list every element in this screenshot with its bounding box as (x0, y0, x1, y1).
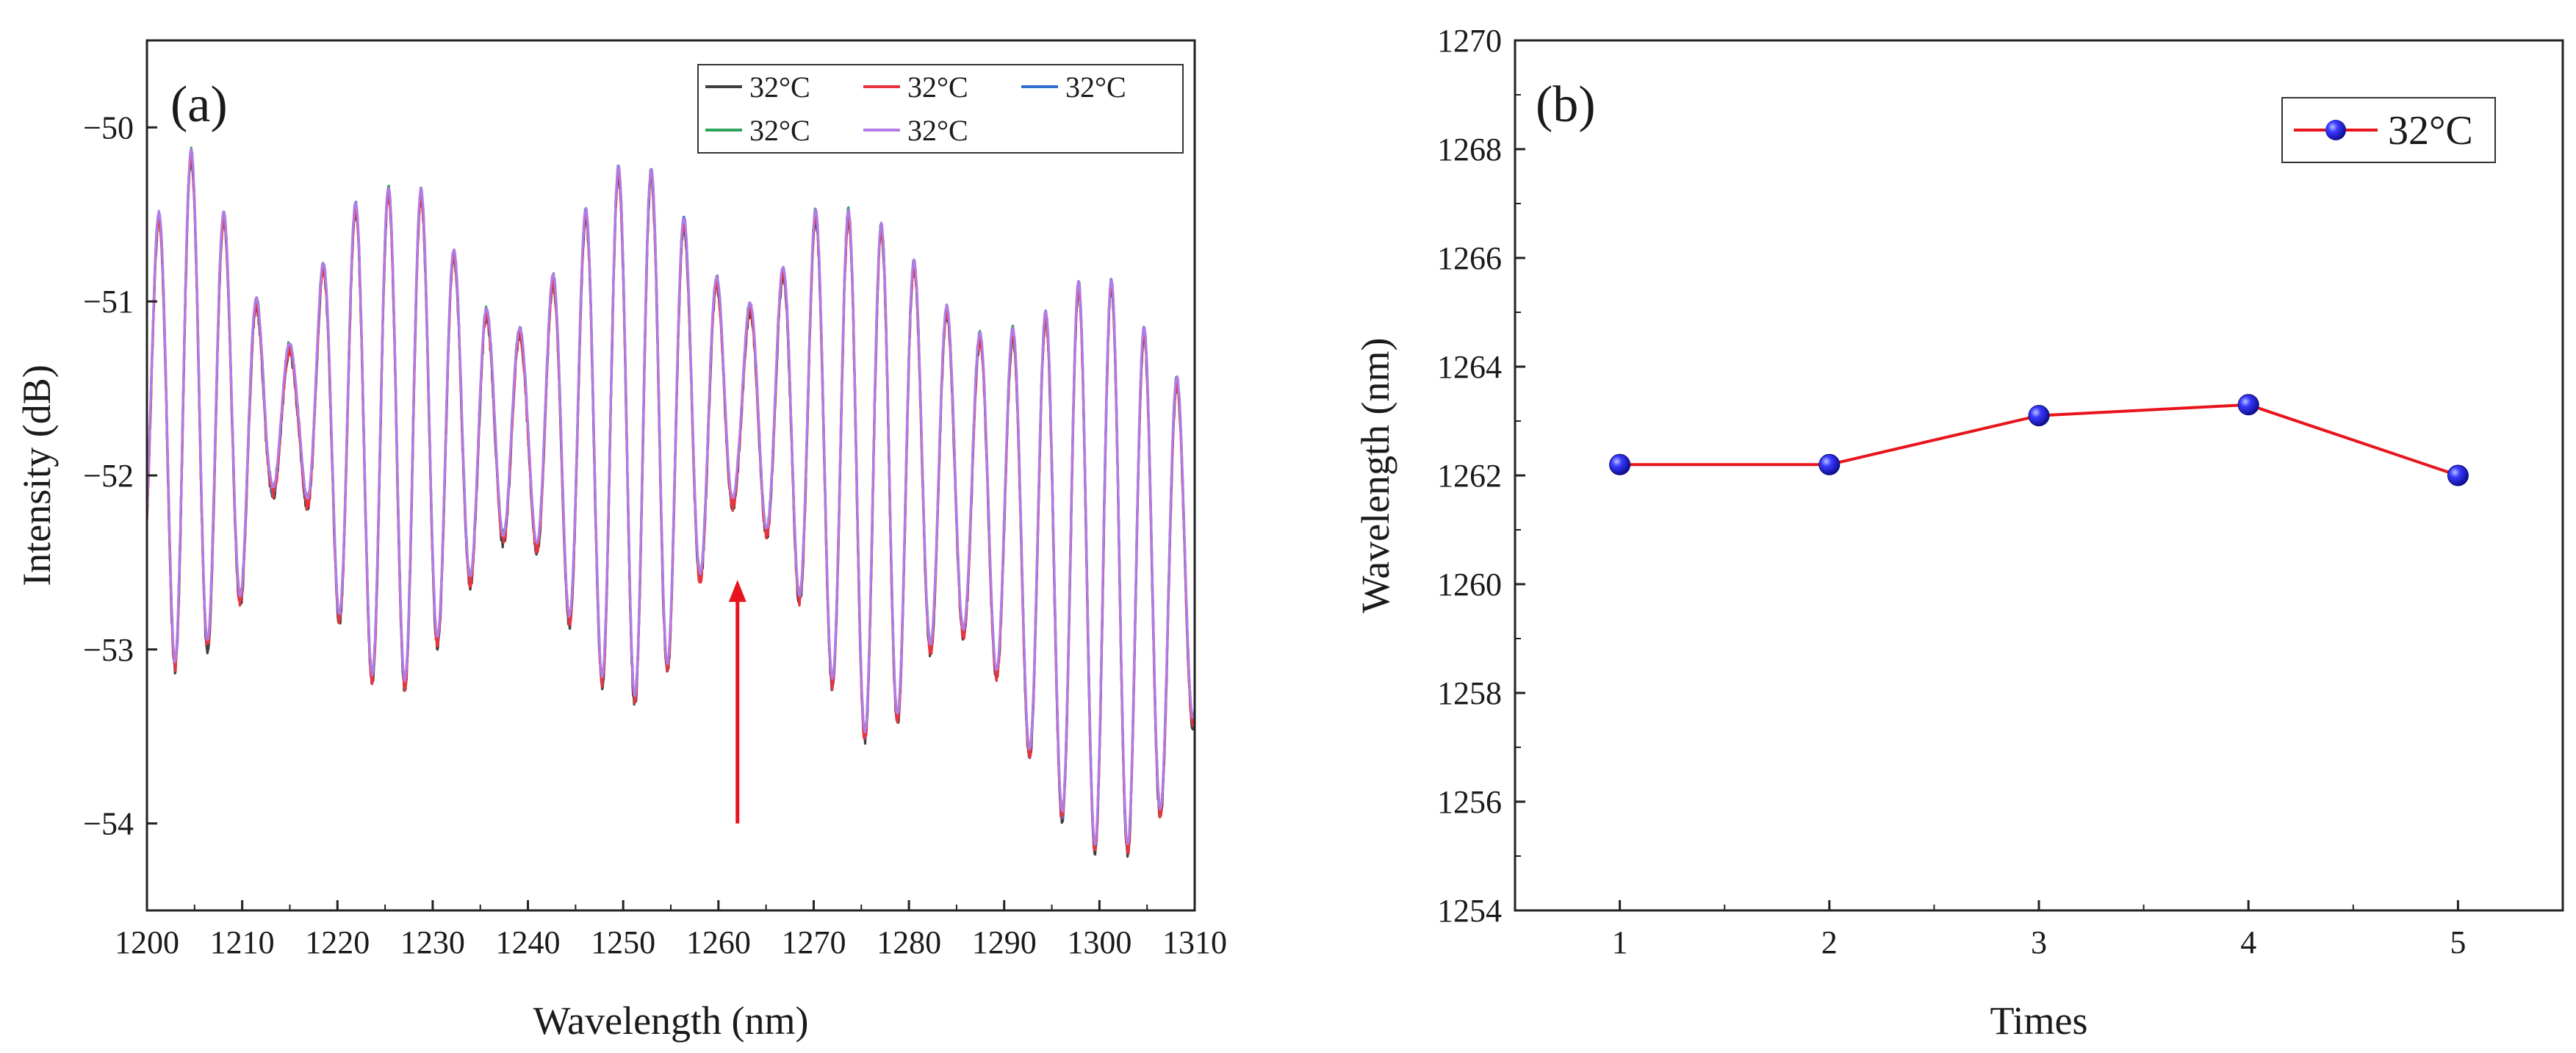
y-tick-label-b: 1266 (1437, 240, 1502, 276)
x-tick-label-a: 1220 (305, 924, 370, 960)
x-tick-label-a: 1290 (972, 924, 1037, 960)
y-tick-label-b: 1256 (1437, 784, 1502, 820)
x-tick-label-a: 1260 (686, 924, 751, 960)
legend-entry-4: 32°C (749, 114, 810, 147)
data-point (2447, 464, 2469, 486)
axis-ticks-a: 1200 1210 1220 1230 1240 1250 1260 1270 1280 1290… (83, 109, 1227, 960)
x-tick-label-a: 1250 (591, 924, 655, 960)
y-tick-label-a: −54 (83, 806, 134, 842)
panel-label-a: (a) (170, 76, 228, 133)
y-tick-label-b: 1270 (1437, 23, 1502, 59)
legend-entry-b: 32°C (2388, 108, 2473, 154)
x-axis-label-b: Times (1990, 999, 2087, 1043)
red-arrow-annotation (728, 580, 746, 824)
y-tick-label-b: 1260 (1437, 567, 1502, 603)
y-tick-label-b: 1258 (1437, 675, 1502, 711)
x-tick-label-b: 4 (2240, 924, 2256, 960)
y-tick-label-b: 1268 (1437, 132, 1502, 168)
x-tick-label-a: 1310 (1162, 924, 1227, 960)
x-tick-label-a: 1200 (115, 924, 179, 960)
data-point (2237, 394, 2259, 416)
y-tick-label-a: −51 (83, 284, 134, 320)
legend-entry-5: 32°C (907, 114, 968, 147)
axis-ticks-b: 1 2 3 4 5 1254 1256 1258 1260 1262 1264 1266 1268 127… (1437, 23, 2466, 960)
panel-b: 1 2 3 4 5 1254 1256 1258 1260 1262 1264 1266 1268 127… (1353, 23, 2564, 1043)
x-tick-label-a: 1210 (210, 924, 275, 960)
spectrum-series-line (147, 148, 1195, 846)
y-tick-label-a: −53 (83, 632, 134, 668)
x-tick-label-a: 1240 (496, 924, 561, 960)
x-tick-label-b: 2 (1821, 924, 1838, 960)
plot-frame-b (1514, 39, 2564, 912)
y-tick-label-b: 1262 (1437, 458, 1502, 494)
panel-a: 1200 1210 1220 1230 1240 1250 1260 1270 1280 1290… (15, 39, 1227, 1043)
legend-a: 32°C 32°C 32°C 32°C 32°C (697, 64, 1184, 154)
legend-b: 32°C (2281, 97, 2496, 163)
legend-box-a (697, 64, 1184, 154)
data-point (1609, 453, 1631, 475)
legend-swatch-marker (2325, 120, 2346, 140)
panel-label-b: (b) (1536, 76, 1596, 133)
y-tick-label-a: −50 (83, 109, 134, 145)
x-tick-label-a: 1230 (400, 924, 465, 960)
data-point (1818, 453, 1841, 475)
x-tick-label-b: 3 (2031, 924, 2047, 960)
y-tick-label-b: 1254 (1437, 893, 1502, 929)
x-tick-label-a: 1270 (781, 924, 846, 960)
x-tick-label-b: 5 (2450, 924, 2466, 960)
legend-entry-3: 32°C (1065, 71, 1126, 104)
x-axis-label-a: Wavelength (nm) (533, 999, 808, 1043)
spectrum-lines (147, 146, 1195, 858)
x-tick-label-a: 1280 (877, 924, 941, 960)
arrow-head (728, 580, 746, 603)
legend-entry-1: 32°C (749, 71, 810, 104)
x-tick-label-a: 1300 (1067, 924, 1132, 960)
y-tick-label-a: −52 (83, 458, 134, 494)
y-tick-label-b: 1264 (1437, 349, 1502, 385)
y-axis-label-b: Wavelength (nm) (1353, 337, 1397, 613)
y-axis-label-a: Intensity (dB) (15, 364, 59, 586)
data-point (2028, 405, 2050, 427)
legend-entry-2: 32°C (907, 71, 968, 104)
wavelength-series (1609, 394, 2469, 486)
x-tick-label-b: 1 (1612, 924, 1628, 960)
